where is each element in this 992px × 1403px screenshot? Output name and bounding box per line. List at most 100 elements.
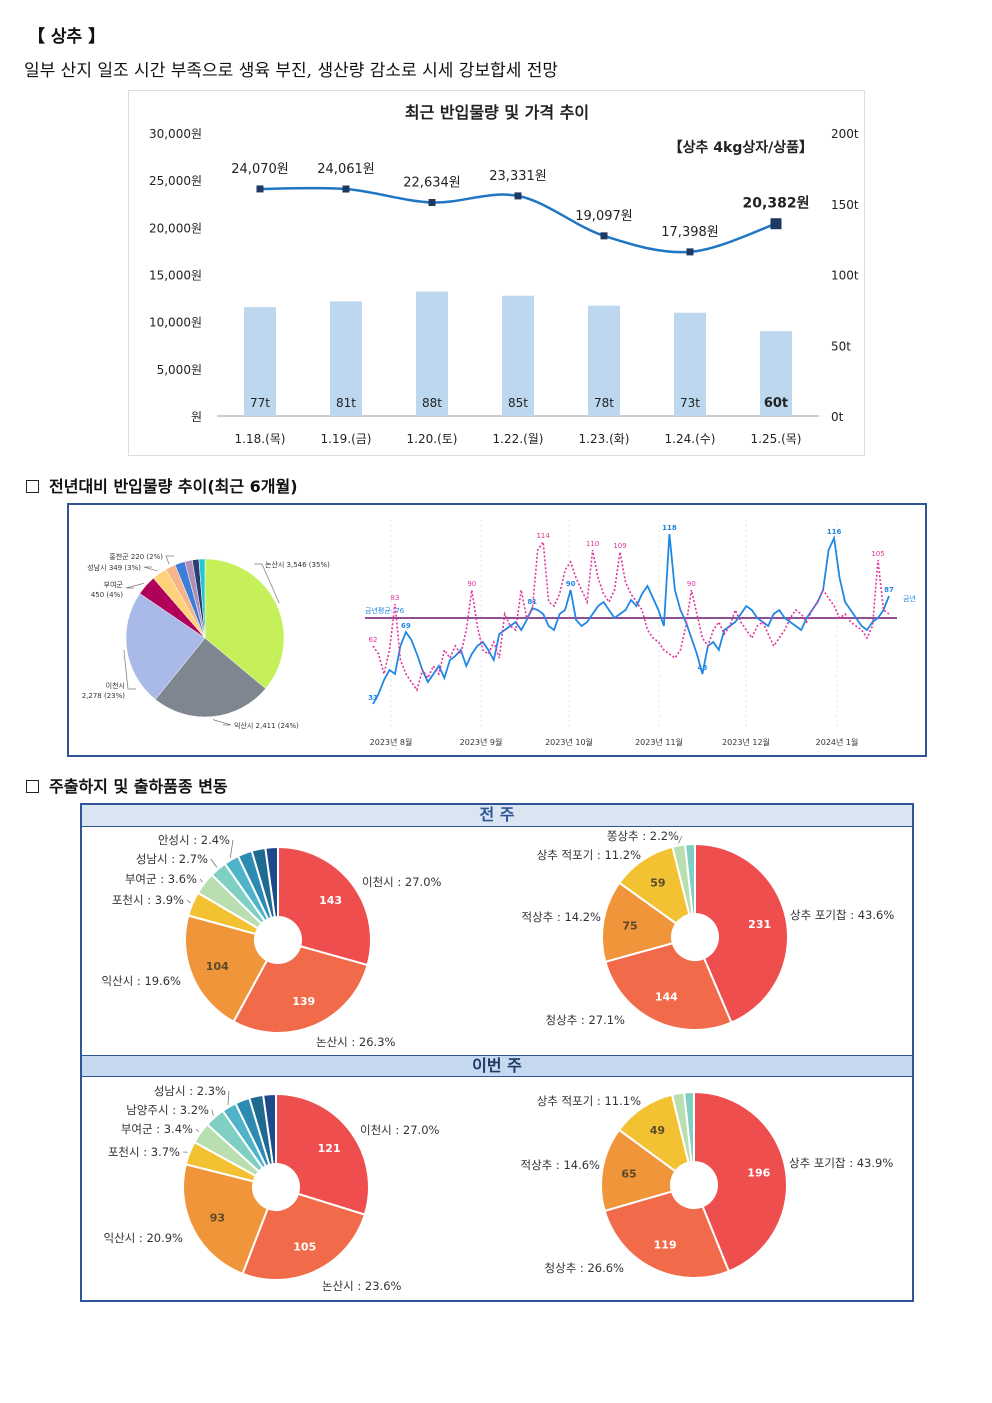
slice-label: 포천시 : 3.9%: [112, 893, 184, 907]
slice-value: 119: [654, 1238, 677, 1251]
slice-leader: [678, 835, 683, 844]
slice-label: 상추 적포기 : 11.2%: [537, 848, 641, 862]
price-label: 19,097원: [575, 209, 632, 224]
ship-donut-slice: [603, 1190, 731, 1279]
x-category-label: 1.23.(화): [579, 432, 630, 446]
slice-label: 부여군 : 3.6%: [125, 872, 197, 886]
month-label: 2023년 8월: [370, 737, 413, 747]
right-tick-label: 50t: [831, 339, 851, 353]
slice-value: 144: [655, 990, 678, 1003]
volume-bar: [502, 295, 534, 416]
month-label: 2023년 12월: [722, 737, 770, 747]
price-marker: [686, 248, 694, 256]
ship-donut-slice: [241, 1192, 367, 1281]
ship-donut-slice: [275, 1092, 370, 1216]
price-label: 24,070원: [231, 162, 288, 177]
month-label: 2024년 1월: [816, 737, 859, 747]
slice-label: 논산시 : 23.6%: [322, 1279, 402, 1293]
series-point-label: 116: [827, 528, 842, 536]
trend-panel: 논산시 3,546 (35%) 익산시 2,411 (24%) 이천시 2,278 (…: [67, 503, 927, 757]
trend-section-title: 전년대비 반입물량 추이(최근 6개월): [26, 473, 298, 497]
share-slice: [154, 637, 266, 718]
volume-bar: [588, 305, 620, 416]
slice-label: 부여군 : 3.4%: [121, 1122, 193, 1136]
ship-donut-slice: [262, 1092, 277, 1166]
slice-label: 청상추 : 27.1%: [546, 1013, 626, 1027]
share-label-value: 2,278 (23%): [82, 692, 126, 700]
slice-label: 성남시 : 2.3%: [154, 1084, 226, 1098]
slice-label: 쫑상추 : 2.2%: [607, 829, 679, 843]
slice-value: 59: [650, 876, 665, 889]
share-label: 논산시 3,546 (35%): [265, 560, 330, 569]
volume-bar: [674, 312, 706, 416]
x-category-label: 1.19.(금): [321, 432, 372, 446]
right-tick-label: 0t: [831, 410, 844, 424]
series-point-label: 118: [662, 524, 677, 532]
slice-leader: [186, 899, 191, 904]
bar-value-label: 77t: [250, 396, 270, 410]
slice-value: 65: [621, 1167, 636, 1180]
series-point-label: 83: [390, 594, 399, 602]
left-tick-label: 20,000원: [149, 221, 202, 235]
combo-chart-svg: 최근 반입물량 및 가격 추이 【상추 4kg상자/상품】 30,000원 25,00…: [149, 103, 859, 446]
share-label: 익산시 2,411 (24%): [234, 721, 299, 730]
share-slice: [198, 558, 206, 639]
share-label: 성남시 349 (3%): [87, 563, 141, 572]
slice-leader: [199, 878, 203, 883]
ship-donut-slice: [277, 845, 372, 967]
slice-label: 이천시 : 27.0%: [362, 875, 442, 889]
ship-donut-slice: [604, 941, 733, 1031]
volume-bar: [416, 291, 448, 416]
slice-label: 안성시 : 2.4%: [158, 833, 230, 847]
series-point-label: 90: [467, 580, 476, 588]
slice-leader: [210, 858, 218, 868]
ship-donut-slice: [693, 1090, 788, 1273]
price-marker: [342, 185, 350, 193]
ship-donut-slice: [264, 845, 279, 919]
slice-value: 143: [319, 894, 342, 907]
x-category-label: 1.20.(토): [407, 432, 458, 446]
month-label: 2023년 9월: [460, 737, 503, 747]
trend-svg: 논산시 3,546 (35%) 익산시 2,411 (24%) 이천시 2,278 (…: [82, 520, 916, 747]
slice-label: 상추 포기찹 : 43.9%: [789, 1156, 893, 1170]
right-tick-label: 200t: [831, 127, 859, 141]
left-tick-label: 25,000원: [149, 174, 202, 188]
ship-donut-slice: [683, 842, 696, 916]
slice-label: 익산시 : 19.6%: [102, 974, 182, 988]
ship-svg: 143 이천시 : 27.0% 139 논산시 : 26.3% 104 익산시 : 19.…: [102, 829, 895, 1293]
series-point-label: 114: [536, 532, 550, 540]
ship-donut-slice: [600, 1128, 677, 1213]
slice-value: 121: [318, 1142, 341, 1155]
slice-label: 성남시 : 2.7%: [136, 852, 208, 866]
x-category-label: 1.22.(월): [493, 432, 544, 446]
bar-value-label: 73t: [680, 396, 700, 410]
price-label: 24,061원: [317, 162, 374, 177]
share-slice: [125, 593, 206, 700]
x-category-label: 1.18.(목): [235, 432, 286, 446]
price-label: 20,382원: [743, 196, 810, 212]
slice-label: 상추 적포기 : 11.1%: [537, 1094, 641, 1108]
series-point-label: 33: [368, 694, 378, 702]
slice-label: 청상추 : 26.6%: [545, 1261, 625, 1275]
left-tick-label: 10,000원: [149, 316, 202, 330]
ship-section-title: 주출하지 및 출하품종 변동: [26, 773, 228, 797]
ship-donut-slice: [601, 881, 678, 964]
series-point-label: 90: [566, 580, 576, 588]
slice-value: 231: [748, 918, 771, 931]
bar-value-label: 60t: [764, 396, 788, 411]
price-marker: [514, 192, 522, 200]
checkbox-icon: [26, 780, 39, 793]
bar-value-label: 88t: [422, 396, 442, 410]
volume-bar: [244, 307, 276, 416]
series-point-label: 110: [586, 540, 599, 548]
price-marker: [428, 198, 436, 206]
series-point-label: 69: [401, 622, 411, 630]
slice-label: 이천시 : 27.0%: [360, 1123, 440, 1137]
slice-label: 상추 포기찹 : 43.6%: [790, 908, 894, 922]
share-leader: [165, 555, 174, 565]
bar-value-label: 81t: [336, 396, 356, 410]
slice-label: 익산시 : 20.9%: [104, 1231, 184, 1245]
right-tick-label: 100t: [831, 269, 859, 283]
prev-week-band: 전 주: [82, 805, 912, 827]
arrivals-price-chart: 최근 반입물량 및 가격 추이 【상추 4kg상자/상품】 30,000원 25,00…: [128, 90, 865, 456]
